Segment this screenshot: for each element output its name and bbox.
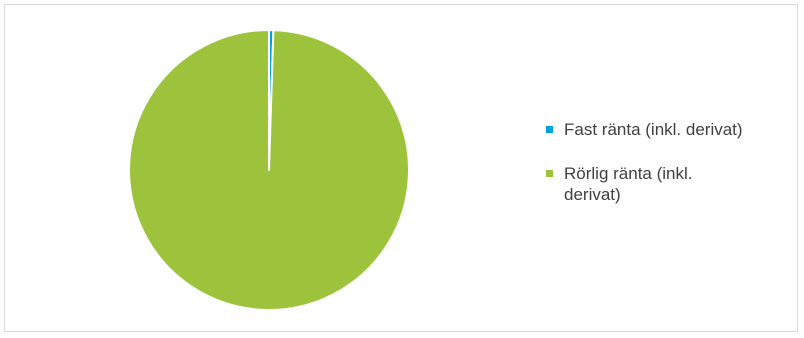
legend-swatch-rorlig-ranta: [546, 170, 553, 177]
pie-slice-1: [128, 29, 410, 311]
legend-swatch-fast-ranta: [546, 126, 553, 133]
legend: Fast ränta (inkl. derivat) Rörlig ränta …: [545, 119, 795, 228]
legend-item-rorlig-ranta: Rörlig ränta (inkl. derivat): [545, 163, 795, 205]
pie-chart: [128, 29, 410, 311]
chart-frame: Fast ränta (inkl. derivat) Rörlig ränta …: [4, 4, 798, 332]
legend-label-rorlig-ranta: Rörlig ränta (inkl. derivat): [564, 164, 693, 204]
legend-label-fast-ranta: Fast ränta (inkl. derivat): [564, 120, 743, 139]
legend-item-fast-ranta: Fast ränta (inkl. derivat): [545, 119, 795, 140]
